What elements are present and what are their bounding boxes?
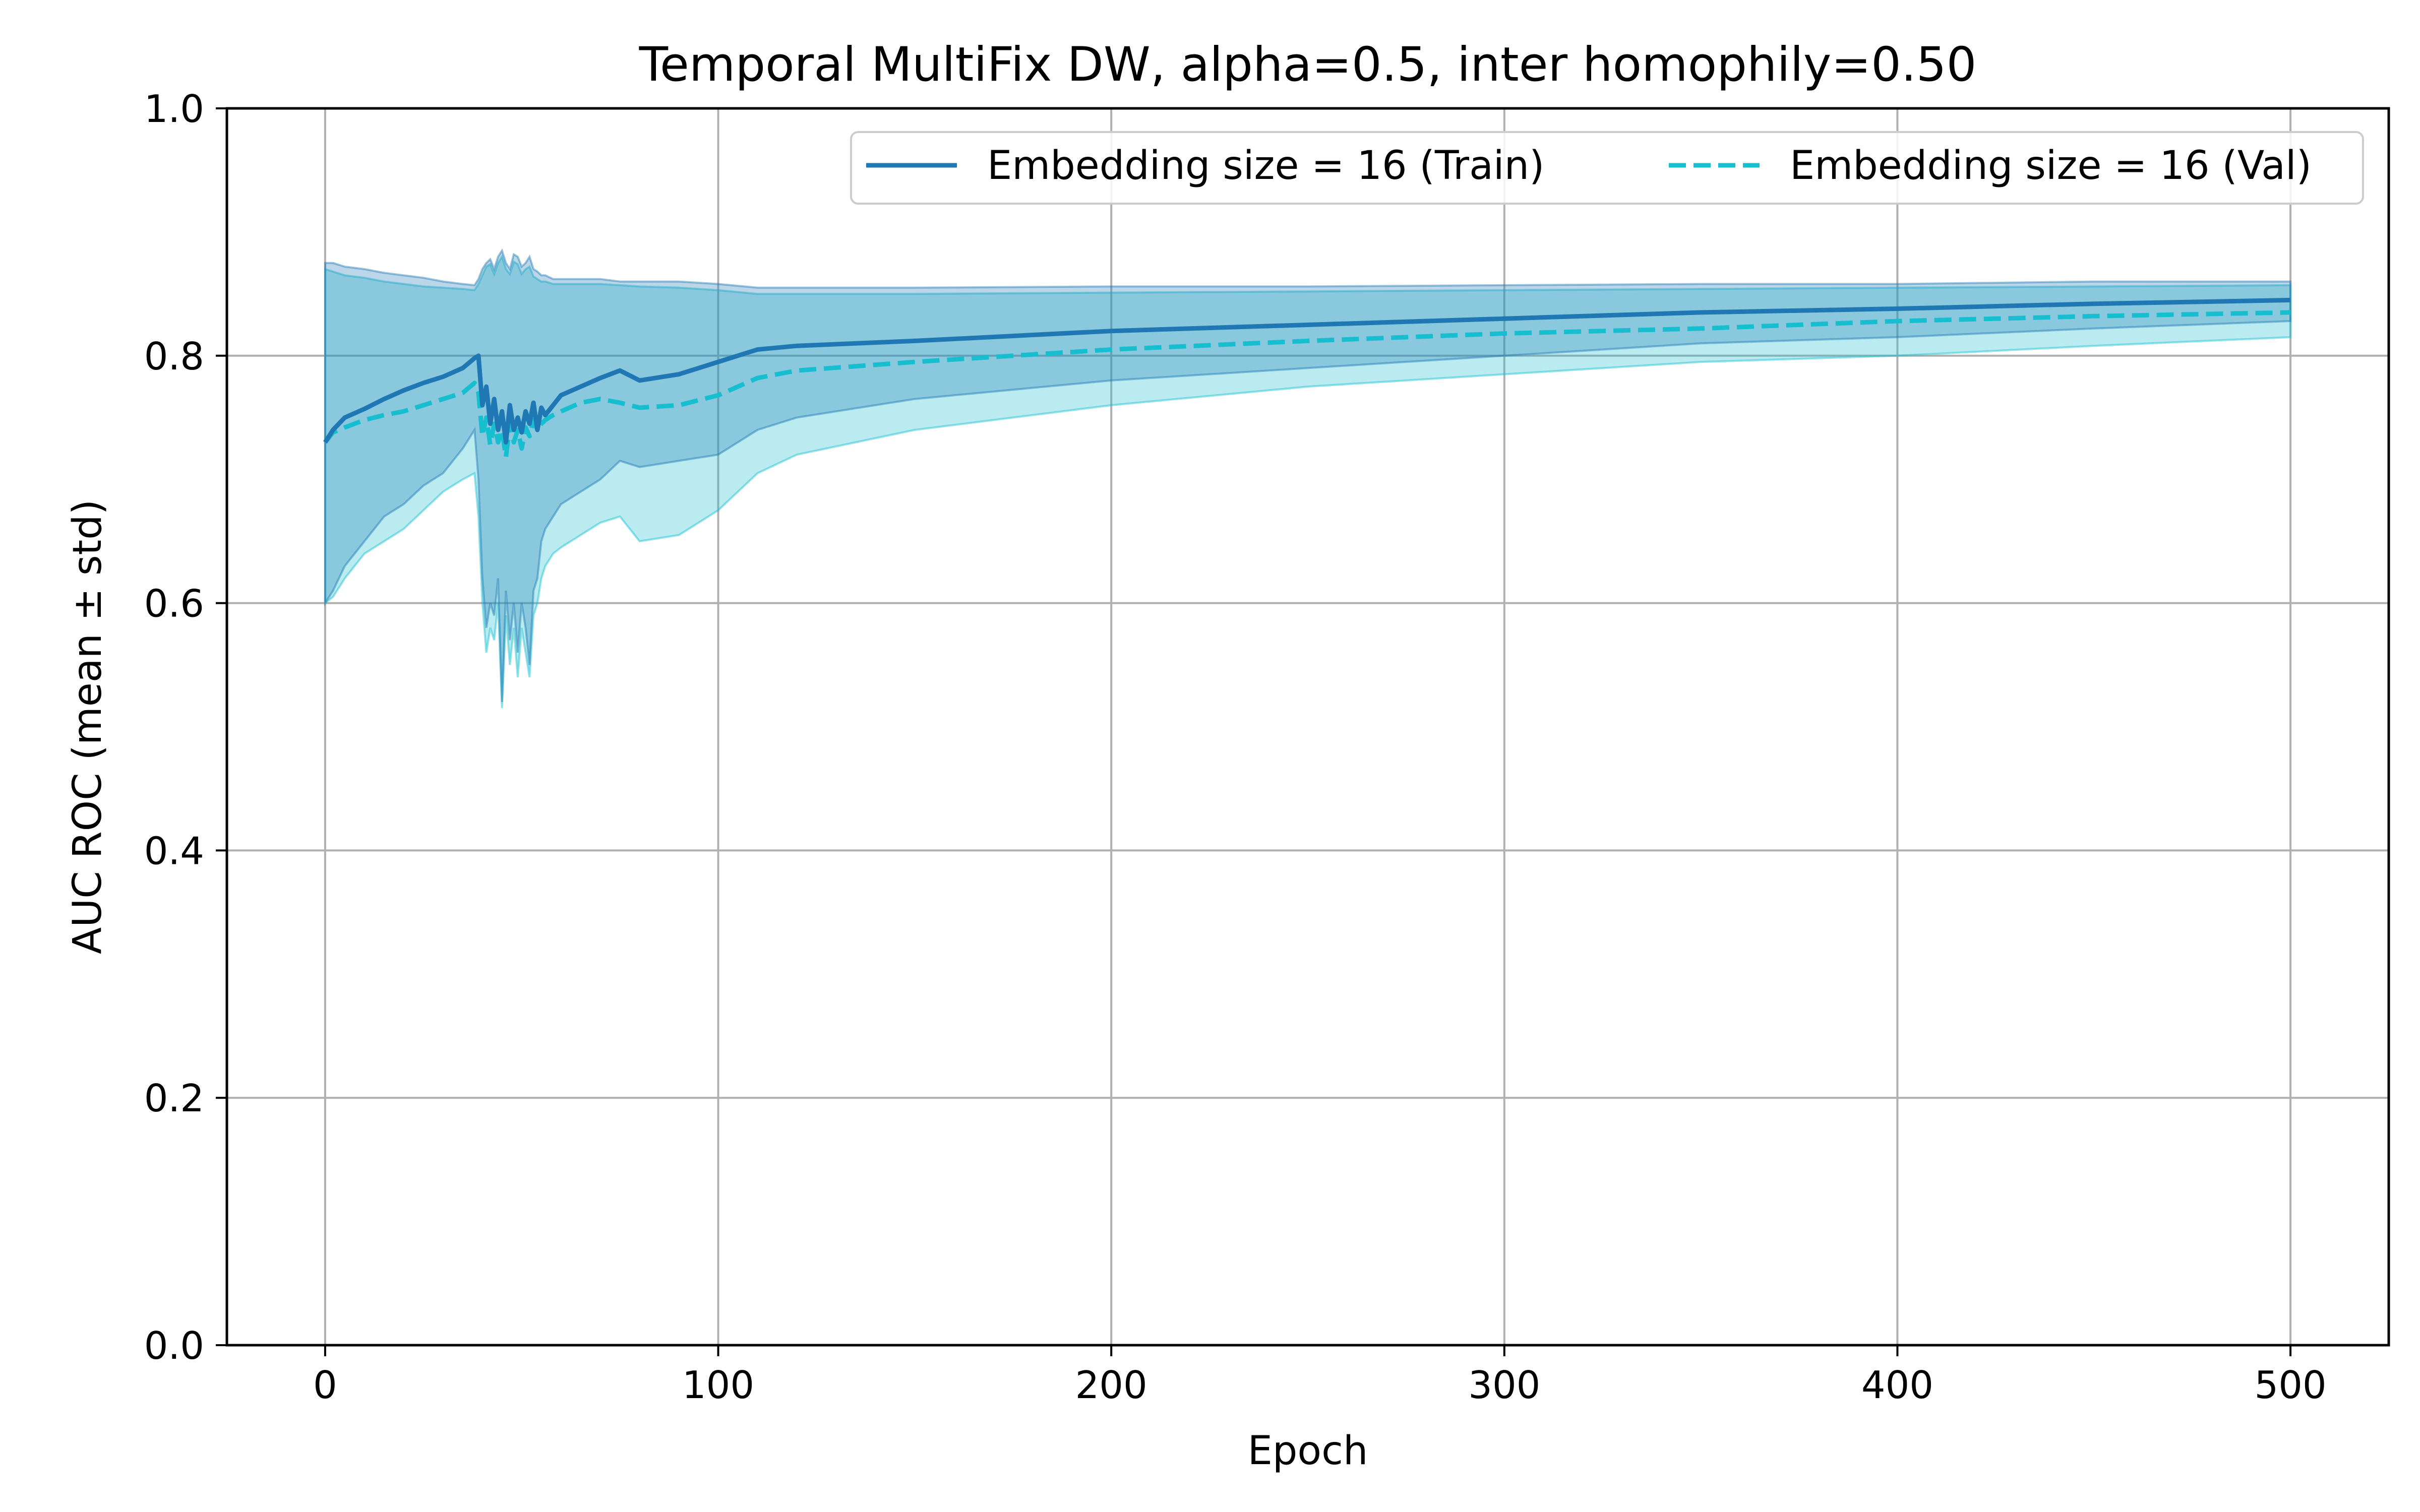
x-tick-label: 500 [2255,1363,2327,1407]
std-band-train [324,248,2292,702]
y-axis-label: AUC ROC (mean ± std) [65,499,110,954]
x-tick-label: 0 [313,1363,337,1407]
y-tick-label: 0.6 [144,582,204,626]
mean-line-train [323,297,2291,445]
mean-line-val [323,310,2291,460]
axis-ticks: 0 100 200 300 400 500 0.0 0.2 0.4 0.6 0.8 1.0 [144,87,2327,1407]
x-tick-label: 100 [682,1363,754,1407]
chart-title: Temporal MultiFix DW, alpha=0.5, inter h… [639,37,1977,92]
std-band-val [324,254,2292,709]
x-tick-label: 300 [1468,1363,1540,1407]
legend-label-train: Embedding size = 16 (Train) [987,143,1544,188]
y-tick-label: 0.8 [144,334,204,379]
x-axis-label: Epoch [1248,1428,1368,1474]
mean-lines [323,297,2291,460]
x-tick-label: 400 [1861,1363,1933,1407]
legend-label-val: Embedding size = 16 (Val) [1790,143,2312,188]
plot-frame [225,107,2390,1347]
std-bands [324,248,2292,709]
y-tick-label: 0.0 [144,1324,204,1368]
x-tick-label: 200 [1075,1363,1147,1407]
y-tick-label: 0.4 [144,829,204,873]
legend: Embedding size = 16 (Train) Embedding si… [850,131,2364,205]
y-tick-label: 0.2 [144,1076,204,1120]
legend-box [850,131,2364,205]
y-tick-label: 1.0 [144,87,204,131]
